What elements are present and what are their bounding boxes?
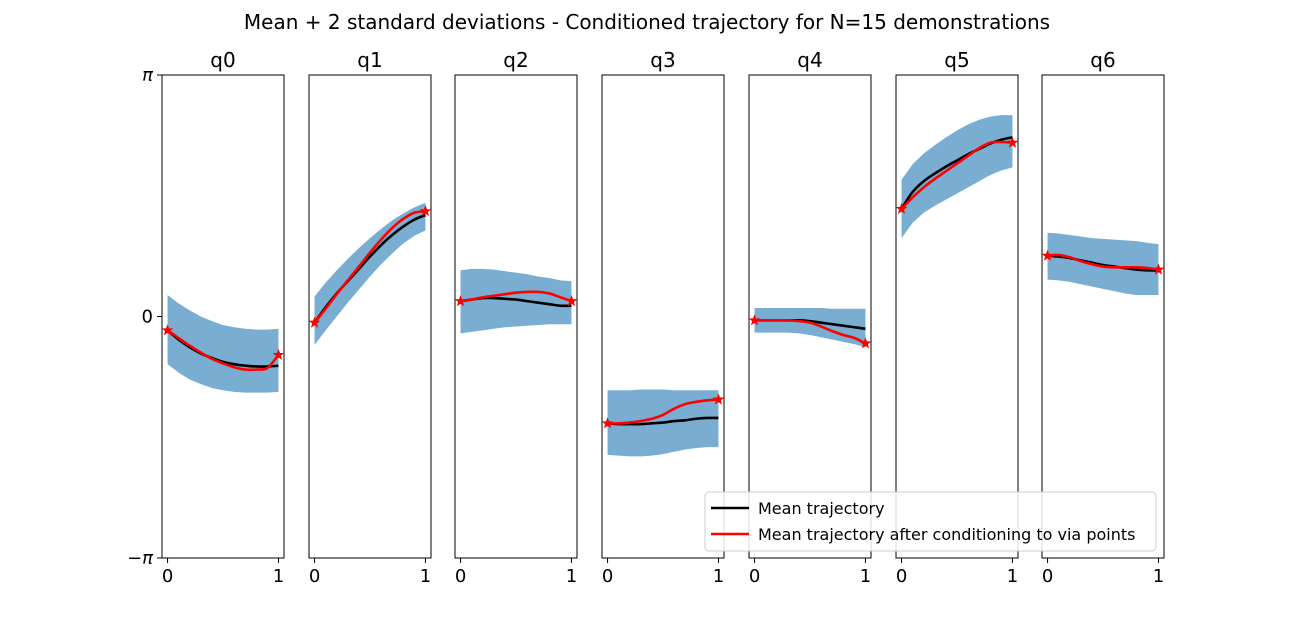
x-tick-label-q3-0: 0 <box>602 566 613 587</box>
via-point-q6-0 <box>1041 249 1054 261</box>
via-point-q5-0 <box>895 202 908 214</box>
legend-box <box>704 491 1157 552</box>
subplot-title-q1: q1 <box>357 48 382 72</box>
x-tick-label-q0-1: 1 <box>273 566 284 587</box>
conditioned-line-q2 <box>460 290 572 303</box>
subplot-title-q4: q4 <box>797 48 822 72</box>
std-band-q2 <box>460 268 572 334</box>
conditioned-line-q3 <box>607 398 719 425</box>
via-point-q1-1 <box>419 205 432 217</box>
x-tick-label-q3-1: 1 <box>713 566 724 587</box>
subplot-title-q3: q3 <box>650 48 675 72</box>
std-band-q0 <box>167 294 279 393</box>
subplot-grid: q0 0 1 π 0 −π q1 0 1 q2 0 1 q3 0 1 q4 0 1 q5 0 1 q6 0 1 <box>127 48 1165 587</box>
subplot-q4: q4 0 1 <box>748 48 872 587</box>
axes-frame-q1 <box>308 74 432 559</box>
subplot-title-q2: q2 <box>503 48 528 72</box>
subplot-q6: q6 0 1 <box>1041 48 1165 587</box>
conditioned-line-q5 <box>900 140 1013 210</box>
via-point-q0-1 <box>272 348 285 360</box>
x-tick-label-q4-1: 1 <box>860 566 871 587</box>
x-tick-label-q4-0: 0 <box>749 566 760 587</box>
x-tick-label-q2-0: 0 <box>455 566 466 587</box>
subplot-q3: q3 0 1 <box>601 48 725 587</box>
via-point-q4-0 <box>748 314 761 326</box>
via-point-q6-1 <box>1152 263 1165 275</box>
via-point-q5-1 <box>1006 136 1019 148</box>
via-point-q1-0 <box>308 316 321 328</box>
conditioned-line-q0 <box>166 329 280 372</box>
conditioned-line-q4 <box>754 318 867 345</box>
y-tick-label-1: 0 <box>142 307 153 328</box>
chart-title: Mean + 2 standard deviations - Condition… <box>244 10 1050 34</box>
axes-frame-q2 <box>454 74 578 559</box>
axes-frame-q6 <box>1041 74 1165 559</box>
x-tick-label-q6-0: 0 <box>1042 566 1053 587</box>
subplot-title-q5: q5 <box>944 48 969 72</box>
mean-line-q0 <box>166 329 279 368</box>
legend-label-0: Mean trajectory <box>758 499 885 518</box>
std-band-q4 <box>754 308 866 348</box>
legend-label-1: Mean trajectory after conditioning to vi… <box>758 525 1135 544</box>
subplot-q0: q0 0 1 π 0 −π <box>127 48 285 587</box>
subplot-q2: q2 0 1 <box>454 48 578 587</box>
axes-frame-q3 <box>601 74 725 559</box>
x-tick-label-q0-0: 0 <box>162 566 173 587</box>
x-tick-label-q1-1: 1 <box>420 566 431 587</box>
via-point-q3-0 <box>601 417 614 429</box>
x-tick-label-q6-1: 1 <box>1153 566 1164 587</box>
conditioned-line-q1 <box>313 209 426 324</box>
axes-frame-q4 <box>748 74 872 559</box>
x-tick-label-q2-1: 1 <box>566 566 577 587</box>
subplot-title-q0: q0 <box>210 48 235 72</box>
std-band-q1 <box>314 202 426 345</box>
x-tick-label-q5-1: 1 <box>1007 566 1018 587</box>
y-tick-label-2: −π <box>127 548 154 569</box>
legend: Mean trajectory Mean trajectory after con… <box>704 491 1157 552</box>
axes-frame-q5 <box>895 74 1019 559</box>
conditioned-line-q6 <box>1047 253 1159 271</box>
via-point-q0-0 <box>161 324 174 336</box>
x-tick-label-q5-0: 0 <box>896 566 907 587</box>
subplot-q1: q1 0 1 <box>308 48 432 587</box>
y-tick-label-0: π <box>142 65 154 86</box>
std-band-q5 <box>901 115 1013 239</box>
via-point-q2-0 <box>454 294 467 307</box>
via-point-q4-1 <box>859 337 872 349</box>
via-point-q2-1 <box>565 294 578 307</box>
subplot-q5: q5 0 1 <box>895 48 1019 587</box>
x-tick-label-q1-0: 0 <box>309 566 320 587</box>
via-point-q3-1 <box>712 393 725 405</box>
subplot-title-q6: q6 <box>1090 48 1115 72</box>
